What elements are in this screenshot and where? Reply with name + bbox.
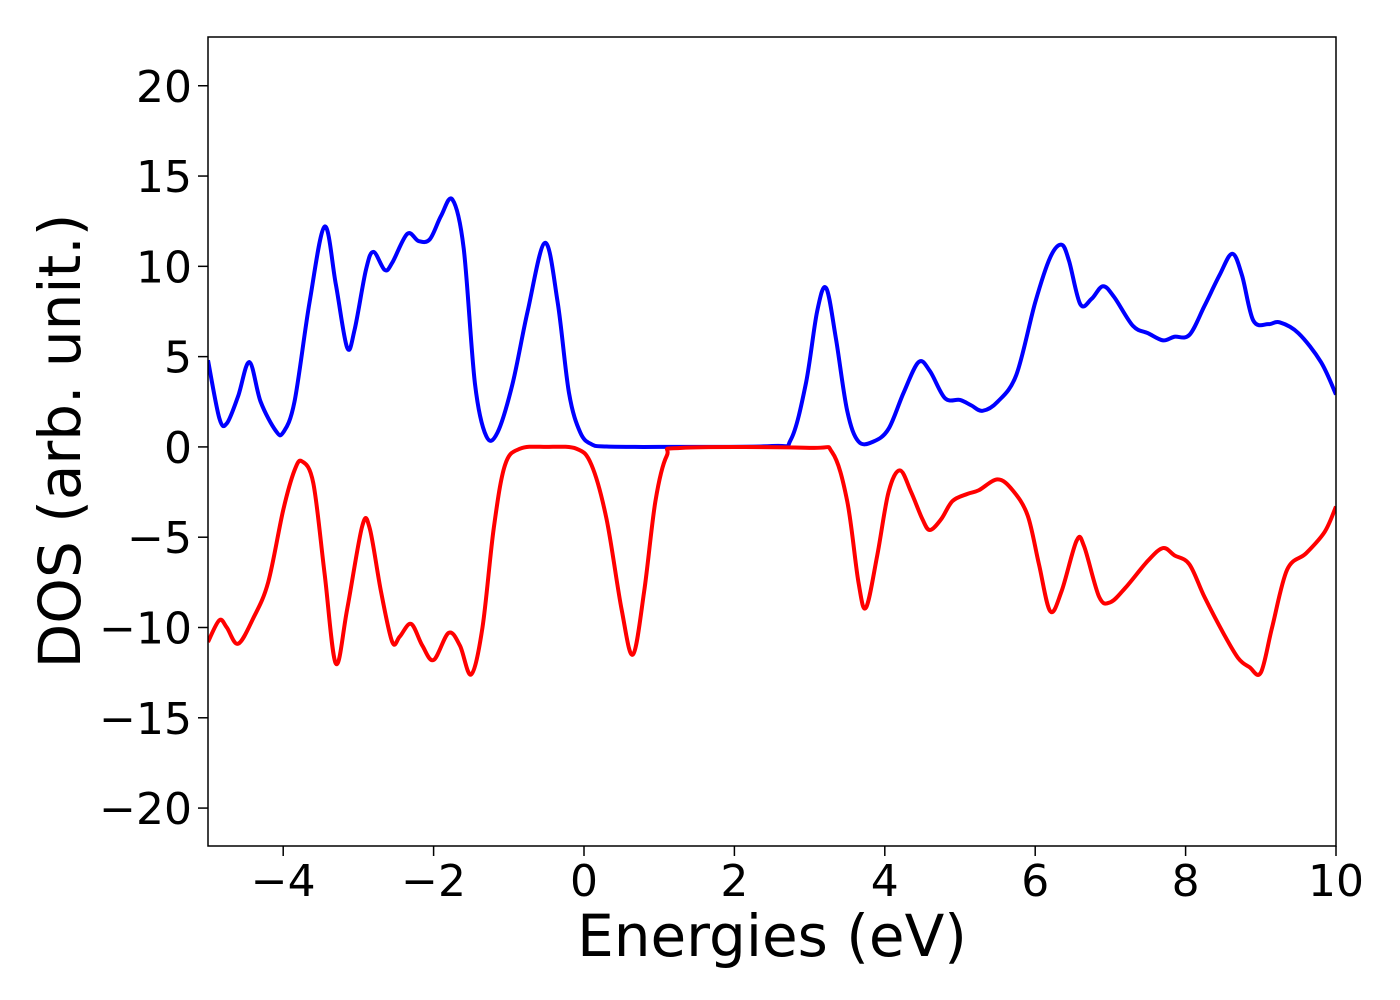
x-tick-label: 8 — [1172, 856, 1200, 907]
x-axis-label: Energies (eV) — [577, 902, 967, 970]
y-tick-label: −5 — [127, 513, 192, 564]
line-series — [208, 444, 1336, 677]
line-series — [208, 196, 1336, 449]
y-axis-label: DOS (arb. unit.) — [26, 214, 94, 669]
x-tick-label: 4 — [871, 856, 899, 907]
y-tick-label: −20 — [99, 784, 192, 835]
x-tick-label: −2 — [401, 856, 466, 907]
y-tick-label: 15 — [136, 152, 192, 203]
y-tick-label: 5 — [164, 333, 192, 384]
x-tick-label: 0 — [570, 856, 598, 907]
y-tick-label: −15 — [99, 694, 192, 745]
plot-frame — [207, 36, 1337, 847]
x-tick-label: −4 — [251, 856, 316, 907]
y-tick-label: 20 — [136, 62, 192, 113]
y-tick-label: −10 — [99, 603, 192, 654]
x-tick-label: 2 — [720, 856, 748, 907]
y-tick-label: 0 — [164, 423, 192, 474]
x-tick-label: 10 — [1308, 856, 1364, 907]
x-tick-label: 6 — [1021, 856, 1049, 907]
y-tick-label: 10 — [136, 242, 192, 293]
